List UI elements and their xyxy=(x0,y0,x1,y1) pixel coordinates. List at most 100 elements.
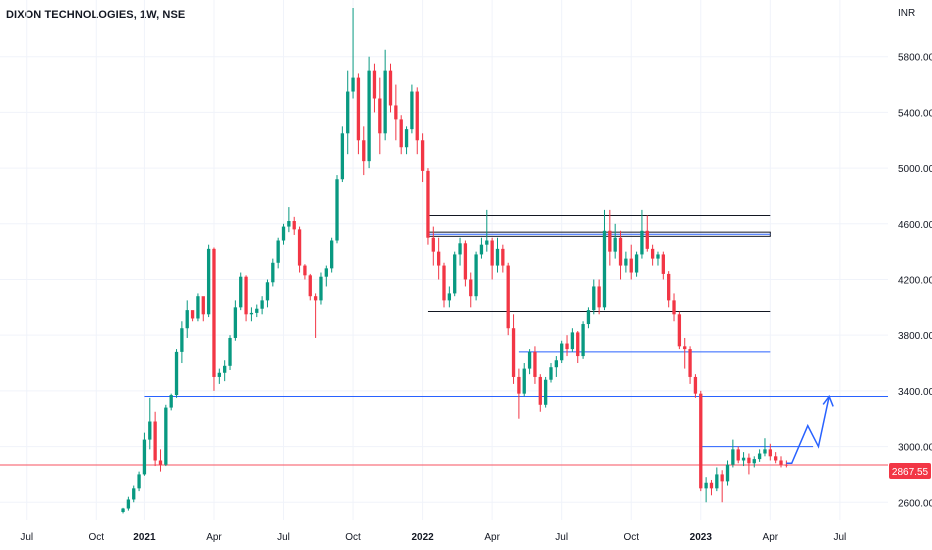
candle-body xyxy=(709,482,714,489)
candle-body xyxy=(447,293,452,301)
arrow-head xyxy=(822,394,834,407)
candle-body xyxy=(137,474,141,489)
candles xyxy=(121,8,789,514)
candle-body xyxy=(303,265,307,276)
candle-body xyxy=(554,360,558,368)
candle-body xyxy=(693,376,698,394)
candle-body xyxy=(757,453,762,460)
candle-body xyxy=(485,240,489,245)
candle-body xyxy=(372,70,377,99)
candle-body xyxy=(281,226,286,241)
candle-body xyxy=(132,488,136,500)
candle-body xyxy=(415,91,419,141)
candle-body xyxy=(206,248,211,315)
candle-body xyxy=(201,296,205,315)
candle-body xyxy=(362,140,366,162)
candle-body xyxy=(650,248,655,259)
candle-body xyxy=(741,457,746,461)
y-axis: INR 5800.00 5400.00 5000.00 4600.00 4200.00 3… xyxy=(898,8,932,509)
candle-body xyxy=(634,254,639,273)
x-axis: Jul Oct 2021 Apr Jul Oct 2022 Apr Jul Oct 2023 Apr J… xyxy=(20,532,846,543)
candle-body xyxy=(239,276,243,308)
candle-body xyxy=(592,286,596,311)
x-tick-label: 2022 xyxy=(411,532,434,543)
projection-path xyxy=(786,396,830,465)
candle-body xyxy=(233,307,238,338)
currency-label: INR xyxy=(898,8,915,19)
candle-body xyxy=(383,70,387,134)
candle-body xyxy=(297,229,302,266)
candle-body xyxy=(351,77,355,92)
candle-body xyxy=(774,456,778,461)
candle-body xyxy=(324,268,328,277)
candle-body xyxy=(479,244,484,255)
candle-body xyxy=(469,279,473,297)
candle-body xyxy=(367,70,371,162)
candle-body xyxy=(624,258,628,266)
candle-body xyxy=(426,170,430,238)
candle-body xyxy=(538,376,542,405)
x-tick-label: 2021 xyxy=(133,532,156,543)
candle-body xyxy=(731,449,735,465)
candle-body xyxy=(565,343,569,350)
y-tick-label: 5000.00 xyxy=(898,164,932,175)
candle-body xyxy=(356,77,361,141)
candle-body xyxy=(180,328,184,352)
x-tick-label: Apr xyxy=(484,532,500,543)
candle-body xyxy=(271,262,275,283)
candle-body xyxy=(506,265,510,329)
candle-body xyxy=(688,349,692,377)
candle-body xyxy=(656,254,660,259)
last-price-badge xyxy=(889,463,931,479)
candle-body xyxy=(319,276,323,301)
candle-body xyxy=(158,460,163,465)
candle-body xyxy=(736,449,740,461)
candle-body xyxy=(683,346,687,350)
candle-body xyxy=(586,310,591,325)
last-price-marker: 2867.55 xyxy=(889,463,931,479)
candle-body xyxy=(148,421,152,440)
drawn-lines xyxy=(0,214,888,466)
candle-body xyxy=(517,376,521,394)
candle-body xyxy=(704,482,708,489)
candle-body xyxy=(190,310,195,319)
candle-body xyxy=(490,240,494,266)
y-tick-label: 2600.00 xyxy=(898,498,932,509)
candle-body xyxy=(640,230,644,255)
candle-body xyxy=(212,248,216,377)
candle-body xyxy=(378,98,382,134)
candle-body xyxy=(747,457,751,464)
candle-body xyxy=(153,421,157,461)
candle-body xyxy=(399,119,403,148)
chart-title: DIXON TECHNOLOGIES, 1W, NSE xyxy=(6,9,186,21)
candle-body xyxy=(410,91,414,130)
candle-body xyxy=(720,474,724,482)
projection-arrow xyxy=(786,394,834,465)
candle-body xyxy=(768,449,772,457)
candle-body xyxy=(436,251,441,266)
candle-body xyxy=(570,332,575,350)
candle-body xyxy=(142,439,147,475)
y-tick-label: 5800.00 xyxy=(898,53,932,64)
x-tick-label: Oct xyxy=(623,532,639,543)
candle-body xyxy=(249,312,254,315)
candle-body xyxy=(313,296,318,301)
candle-body xyxy=(608,230,612,252)
candle-body xyxy=(511,328,516,377)
candle-body xyxy=(458,243,462,255)
candle-body xyxy=(287,221,291,227)
candle-body xyxy=(228,337,232,366)
candle-body xyxy=(549,367,553,380)
grid-lines xyxy=(0,0,888,520)
candle-body xyxy=(752,459,756,464)
candle-body xyxy=(185,310,189,329)
candle-body xyxy=(169,395,173,408)
candle-body xyxy=(618,237,623,266)
candle-body xyxy=(533,351,537,377)
candle-body xyxy=(388,70,393,106)
candle-body xyxy=(613,237,617,252)
candle-body xyxy=(522,368,526,394)
candle-body xyxy=(164,407,168,465)
candle-body xyxy=(217,372,221,377)
